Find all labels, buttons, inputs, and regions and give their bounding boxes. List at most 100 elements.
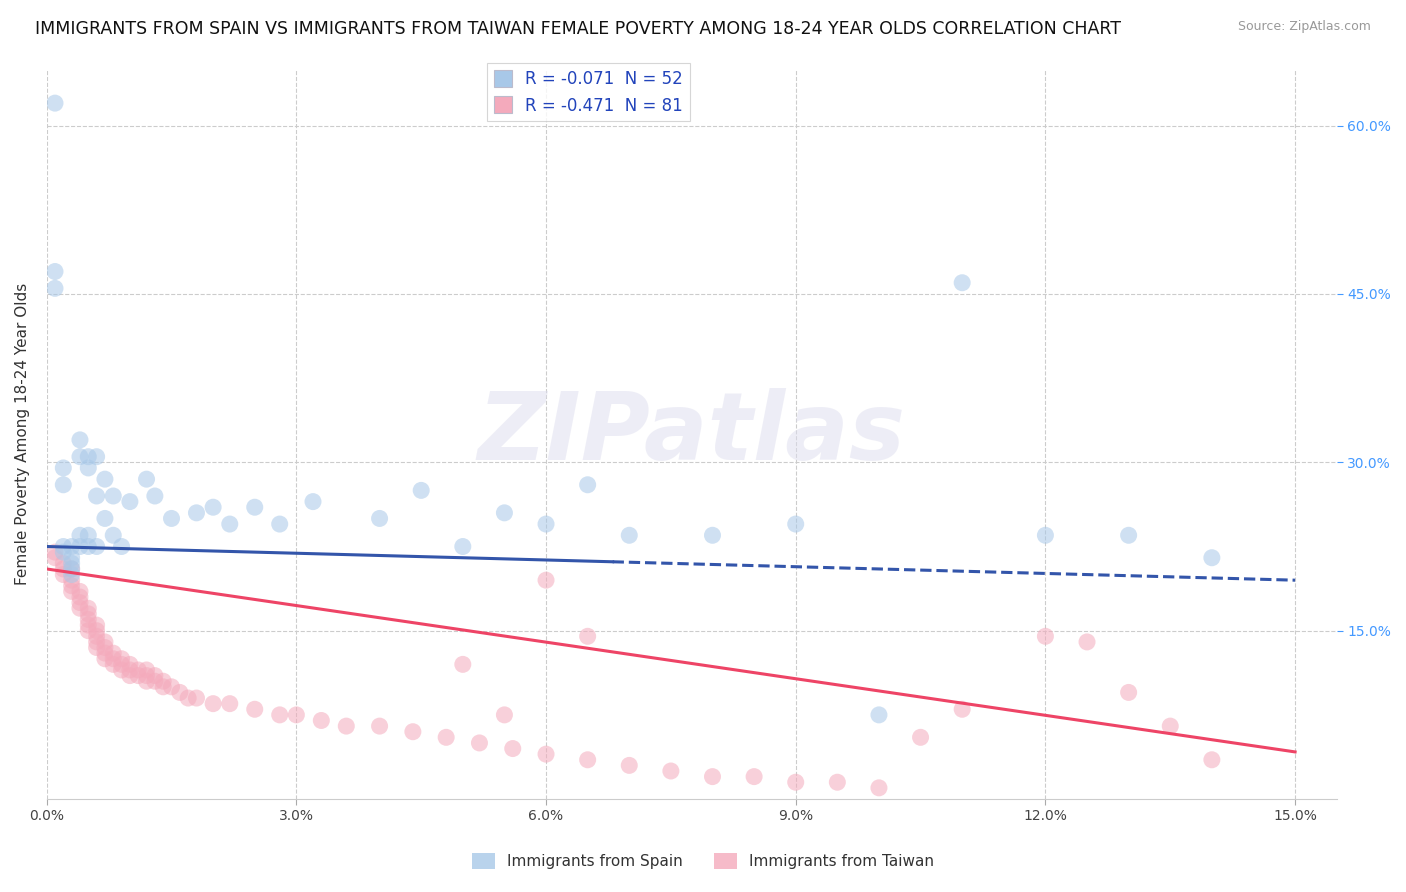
Point [702,770,724,784]
Point [69,590,91,604]
Point [60,550,83,565]
Point [77,450,100,464]
Point [160,511,183,525]
Point [411,483,433,498]
Point [368,511,391,525]
Point [69,596,91,610]
Point [186,506,208,520]
Text: IMMIGRANTS FROM SPAIN VS IMMIGRANTS FROM TAIWAN FEMALE POVERTY AMONG 18-24 YEAR : IMMIGRANTS FROM SPAIN VS IMMIGRANTS FROM… [35,20,1121,37]
Point [94,652,117,666]
Point [60,584,83,599]
Point [110,652,132,666]
Point [152,680,174,694]
Point [434,731,457,745]
Point [1035,528,1057,542]
Point [52,557,75,571]
Point [127,663,149,677]
Point [60,573,83,587]
Point [110,663,132,677]
Point [534,747,557,761]
Point [86,635,108,649]
Point [86,450,108,464]
Point [1201,550,1223,565]
Point [103,657,125,672]
Point [576,629,599,643]
Point [202,500,225,515]
Point [60,562,83,576]
Point [269,707,291,722]
Point [60,557,83,571]
Point [1201,753,1223,767]
Point [742,770,765,784]
Point [785,517,807,532]
Point [152,674,174,689]
Point [368,719,391,733]
Point [77,528,100,542]
Point [77,618,100,632]
Point [60,562,83,576]
Point [494,506,516,520]
Point [52,540,75,554]
Point [110,540,132,554]
Point [103,528,125,542]
Point [69,433,91,447]
Point [135,668,157,682]
Point [103,652,125,666]
Point [143,489,166,503]
Point [402,724,425,739]
Point [827,775,849,789]
Point [52,567,75,582]
Point [576,753,599,767]
Point [52,562,75,576]
Point [502,741,524,756]
Point [77,601,100,615]
Point [534,573,557,587]
Point [451,657,474,672]
Point [950,276,973,290]
Point [785,775,807,789]
Point [77,612,100,626]
Point [311,714,333,728]
Point [52,477,75,491]
Point [950,702,973,716]
Point [659,764,682,778]
Point [60,567,83,582]
Point [44,550,66,565]
Point [534,517,557,532]
Point [118,668,141,682]
Point [177,691,200,706]
Point [451,540,474,554]
Point [135,663,157,677]
Point [44,264,66,278]
Point [1076,635,1098,649]
Point [69,584,91,599]
Point [160,680,183,694]
Point [77,624,100,638]
Point [118,663,141,677]
Point [1118,685,1140,699]
Point [69,601,91,615]
Point [77,461,100,475]
Point [302,494,325,508]
Point [77,540,100,554]
Legend: Immigrants from Spain, Immigrants from Taiwan: Immigrants from Spain, Immigrants from T… [467,847,939,875]
Point [52,461,75,475]
Point [44,96,66,111]
Point [468,736,491,750]
Point [127,668,149,682]
Point [94,640,117,655]
Point [269,517,291,532]
Point [1159,719,1181,733]
Point [69,528,91,542]
Point [69,540,91,554]
Point [86,489,108,503]
Point [69,450,91,464]
Point [143,668,166,682]
Point [868,780,890,795]
Point [910,731,932,745]
Point [619,528,641,542]
Y-axis label: Female Poverty Among 18-24 Year Olds: Female Poverty Among 18-24 Year Olds [15,283,30,585]
Point [118,657,141,672]
Point [86,624,108,638]
Point [1035,629,1057,643]
